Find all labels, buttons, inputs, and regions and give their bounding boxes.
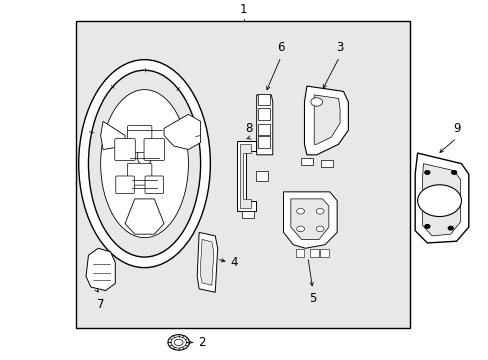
FancyBboxPatch shape (145, 176, 163, 194)
Text: 7: 7 (97, 298, 104, 311)
Polygon shape (304, 86, 347, 155)
Bar (76, 21, 409, 328)
Text: 9: 9 (452, 122, 459, 135)
Bar (258, 124, 270, 135)
Text: 4: 4 (230, 256, 238, 269)
Bar (256, 171, 268, 181)
Circle shape (451, 171, 456, 174)
Polygon shape (163, 114, 200, 149)
Polygon shape (240, 144, 251, 208)
FancyBboxPatch shape (144, 139, 164, 161)
Polygon shape (125, 199, 163, 234)
Bar (258, 108, 270, 120)
Text: 8: 8 (245, 122, 253, 135)
Circle shape (174, 339, 183, 346)
Bar (320, 160, 332, 167)
Polygon shape (197, 233, 217, 292)
Circle shape (424, 225, 429, 228)
Bar (241, 211, 253, 218)
Bar (258, 94, 270, 105)
Circle shape (310, 98, 322, 106)
Circle shape (447, 226, 452, 230)
Text: 5: 5 (308, 292, 316, 305)
FancyBboxPatch shape (116, 176, 134, 194)
FancyBboxPatch shape (127, 163, 152, 185)
Polygon shape (422, 164, 460, 236)
Circle shape (167, 335, 189, 350)
Polygon shape (236, 141, 256, 211)
Polygon shape (314, 95, 339, 144)
Bar (310, 249, 319, 257)
Ellipse shape (88, 70, 200, 257)
Ellipse shape (137, 148, 152, 165)
Circle shape (296, 208, 304, 214)
Polygon shape (283, 192, 336, 248)
Polygon shape (414, 153, 468, 243)
Bar (320, 249, 328, 257)
Polygon shape (200, 239, 213, 285)
Bar (295, 249, 304, 257)
Ellipse shape (101, 90, 188, 238)
Circle shape (296, 226, 304, 232)
Circle shape (170, 337, 186, 348)
Circle shape (417, 185, 461, 216)
Text: 6: 6 (277, 41, 284, 54)
Text: 2: 2 (198, 336, 205, 349)
Ellipse shape (79, 60, 210, 267)
Text: 1: 1 (239, 3, 247, 15)
Text: 3: 3 (335, 41, 343, 54)
FancyBboxPatch shape (127, 126, 152, 152)
Bar (258, 136, 270, 148)
Polygon shape (256, 95, 272, 155)
FancyBboxPatch shape (115, 139, 135, 161)
Polygon shape (101, 121, 125, 149)
Bar (301, 158, 313, 165)
Circle shape (424, 171, 429, 174)
Circle shape (316, 208, 324, 214)
Polygon shape (290, 199, 328, 239)
Circle shape (316, 226, 324, 232)
Polygon shape (86, 248, 115, 291)
